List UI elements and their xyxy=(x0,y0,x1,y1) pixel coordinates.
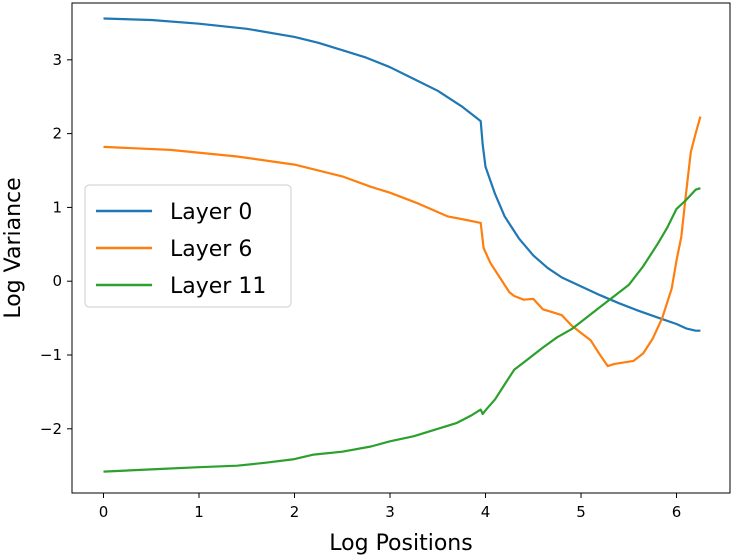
y-tick-label: −2 xyxy=(40,420,62,438)
x-tick-label: 6 xyxy=(672,503,682,521)
series-line-0 xyxy=(103,17,701,332)
plot-frame xyxy=(71,2,731,494)
legend-label-1: Layer 6 xyxy=(170,237,252,262)
y-axis-title: Log Variance xyxy=(1,177,26,318)
series-line-1 xyxy=(103,116,702,368)
x-tick-label: 4 xyxy=(481,503,491,521)
x-tick-label: 0 xyxy=(99,503,109,521)
legend-label-0: Layer 0 xyxy=(170,200,252,225)
x-axis-title: Log Positions xyxy=(329,531,472,556)
legend-label-2: Layer 11 xyxy=(170,274,266,299)
x-axis-ticks: 0 1 2 3 4 5 6 xyxy=(99,493,682,521)
y-tick-label: −1 xyxy=(40,346,62,364)
x-tick-label: 3 xyxy=(385,503,395,521)
x-tick-label: 1 xyxy=(194,503,204,521)
y-tick-label: 3 xyxy=(52,51,62,69)
series-lines xyxy=(103,17,702,473)
legend-box xyxy=(84,184,292,308)
y-axis-ticks: −2 −1 0 1 2 3 xyxy=(40,51,72,438)
legend: Layer 0 Layer 6 Layer 11 xyxy=(84,184,292,308)
y-tick-label: 2 xyxy=(52,125,62,143)
x-tick-label: 5 xyxy=(576,503,586,521)
x-tick-label: 2 xyxy=(290,503,300,521)
y-tick-label: 0 xyxy=(52,272,62,290)
y-tick-label: 1 xyxy=(52,198,62,216)
series-line-2 xyxy=(103,187,701,473)
